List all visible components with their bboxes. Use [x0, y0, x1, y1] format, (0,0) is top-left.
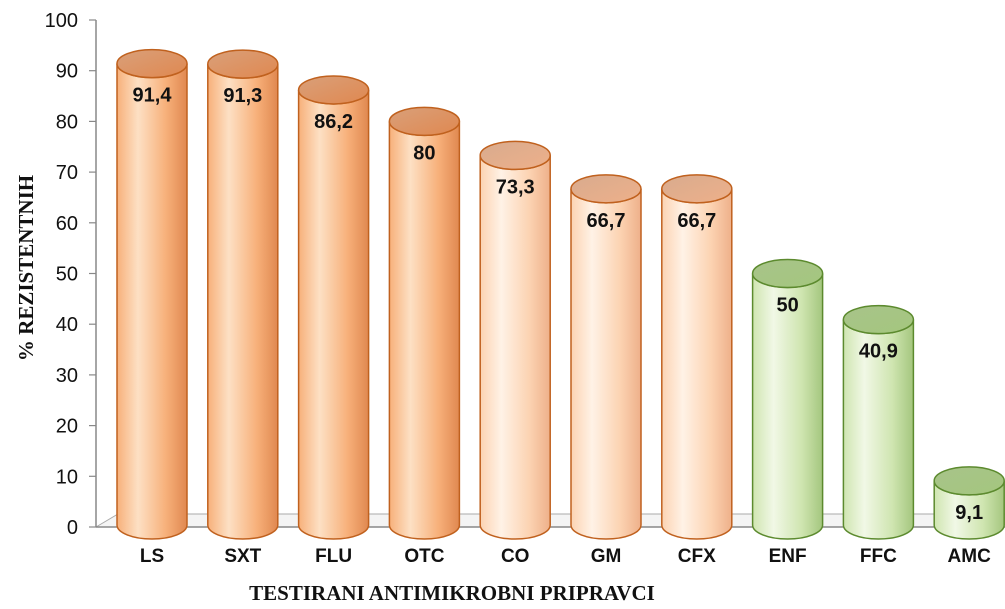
x-tick-label-cfx: CFX	[678, 546, 716, 567]
x-tick-label-otc: OTC	[404, 546, 444, 567]
y-tick-label: 50	[56, 264, 78, 286]
bar-body	[661, 188, 733, 540]
labels-group: 91,4 LS 91,3 SXT 86,2 FLU 80 OTC 73,3 CO 66,7 GM 66,…	[133, 85, 992, 567]
x-tick-label-gm: GM	[591, 546, 622, 567]
bar-sxt	[207, 49, 279, 540]
bar-body	[570, 188, 642, 540]
bar-body	[297, 89, 370, 540]
bar-gm	[570, 174, 642, 540]
bar-flu	[297, 75, 370, 540]
data-label-ffc: 40,9	[859, 341, 898, 363]
bar-amc	[933, 466, 1005, 540]
y-tick-label: 20	[56, 416, 78, 438]
y-tick-label: 40	[56, 314, 78, 336]
data-label-cfx: 66,7	[677, 210, 716, 232]
bar-top	[842, 304, 915, 335]
bar-top	[570, 174, 642, 204]
y-tick-label: 90	[56, 61, 78, 83]
y-tick-label: 30	[56, 365, 78, 387]
bar-body	[388, 121, 461, 540]
bar-top	[388, 106, 461, 137]
x-tick-label-co: CO	[501, 546, 530, 567]
data-label-gm: 66,7	[587, 210, 626, 232]
data-label-otc: 80	[413, 142, 435, 164]
bar-top	[661, 174, 733, 204]
y-tick-label: 80	[56, 111, 78, 133]
data-label-enf: 50	[776, 295, 798, 317]
bar-enf	[751, 258, 824, 540]
data-label-ls: 91,4	[133, 85, 173, 107]
y-axis-title: % REZISTENTNIH	[14, 175, 38, 361]
x-axis-title: TESTIRANI ANTIMIKROBNI PRIPRAVCI	[249, 581, 655, 605]
x-tick-label-ls: LS	[140, 546, 164, 567]
bar-top	[751, 258, 824, 289]
bar-otc	[388, 106, 461, 540]
y-tick-label: 100	[45, 10, 78, 32]
y-tick-label: 70	[56, 162, 78, 184]
bars-group	[116, 48, 1005, 540]
bar-co	[479, 140, 551, 540]
data-label-flu: 86,2	[314, 111, 353, 133]
bar-top	[297, 75, 370, 105]
bar-top	[933, 466, 1005, 496]
bar-top	[207, 49, 279, 79]
bar-body	[116, 63, 188, 540]
x-tick-label-sxt: SXT	[224, 546, 261, 567]
data-label-sxt: 91,3	[223, 85, 262, 107]
bar-ffc	[842, 304, 915, 540]
bar-cfx	[661, 174, 733, 540]
bar-top	[479, 140, 551, 171]
bar-body	[479, 155, 551, 540]
bar-top	[116, 48, 188, 79]
x-tick-label-ffc: FFC	[860, 546, 897, 567]
y-tick-label: 0	[67, 517, 78, 539]
bar-ls	[116, 48, 188, 540]
y-tick-label: 60	[56, 213, 78, 235]
bar-body	[207, 64, 279, 540]
x-tick-label-amc: AMC	[948, 546, 992, 567]
y-tick-label: 10	[56, 466, 78, 488]
x-tick-label-flu: FLU	[315, 546, 352, 567]
data-label-amc: 9,1	[955, 502, 983, 524]
x-tick-label-enf: ENF	[769, 546, 807, 567]
data-label-co: 73,3	[496, 176, 535, 198]
